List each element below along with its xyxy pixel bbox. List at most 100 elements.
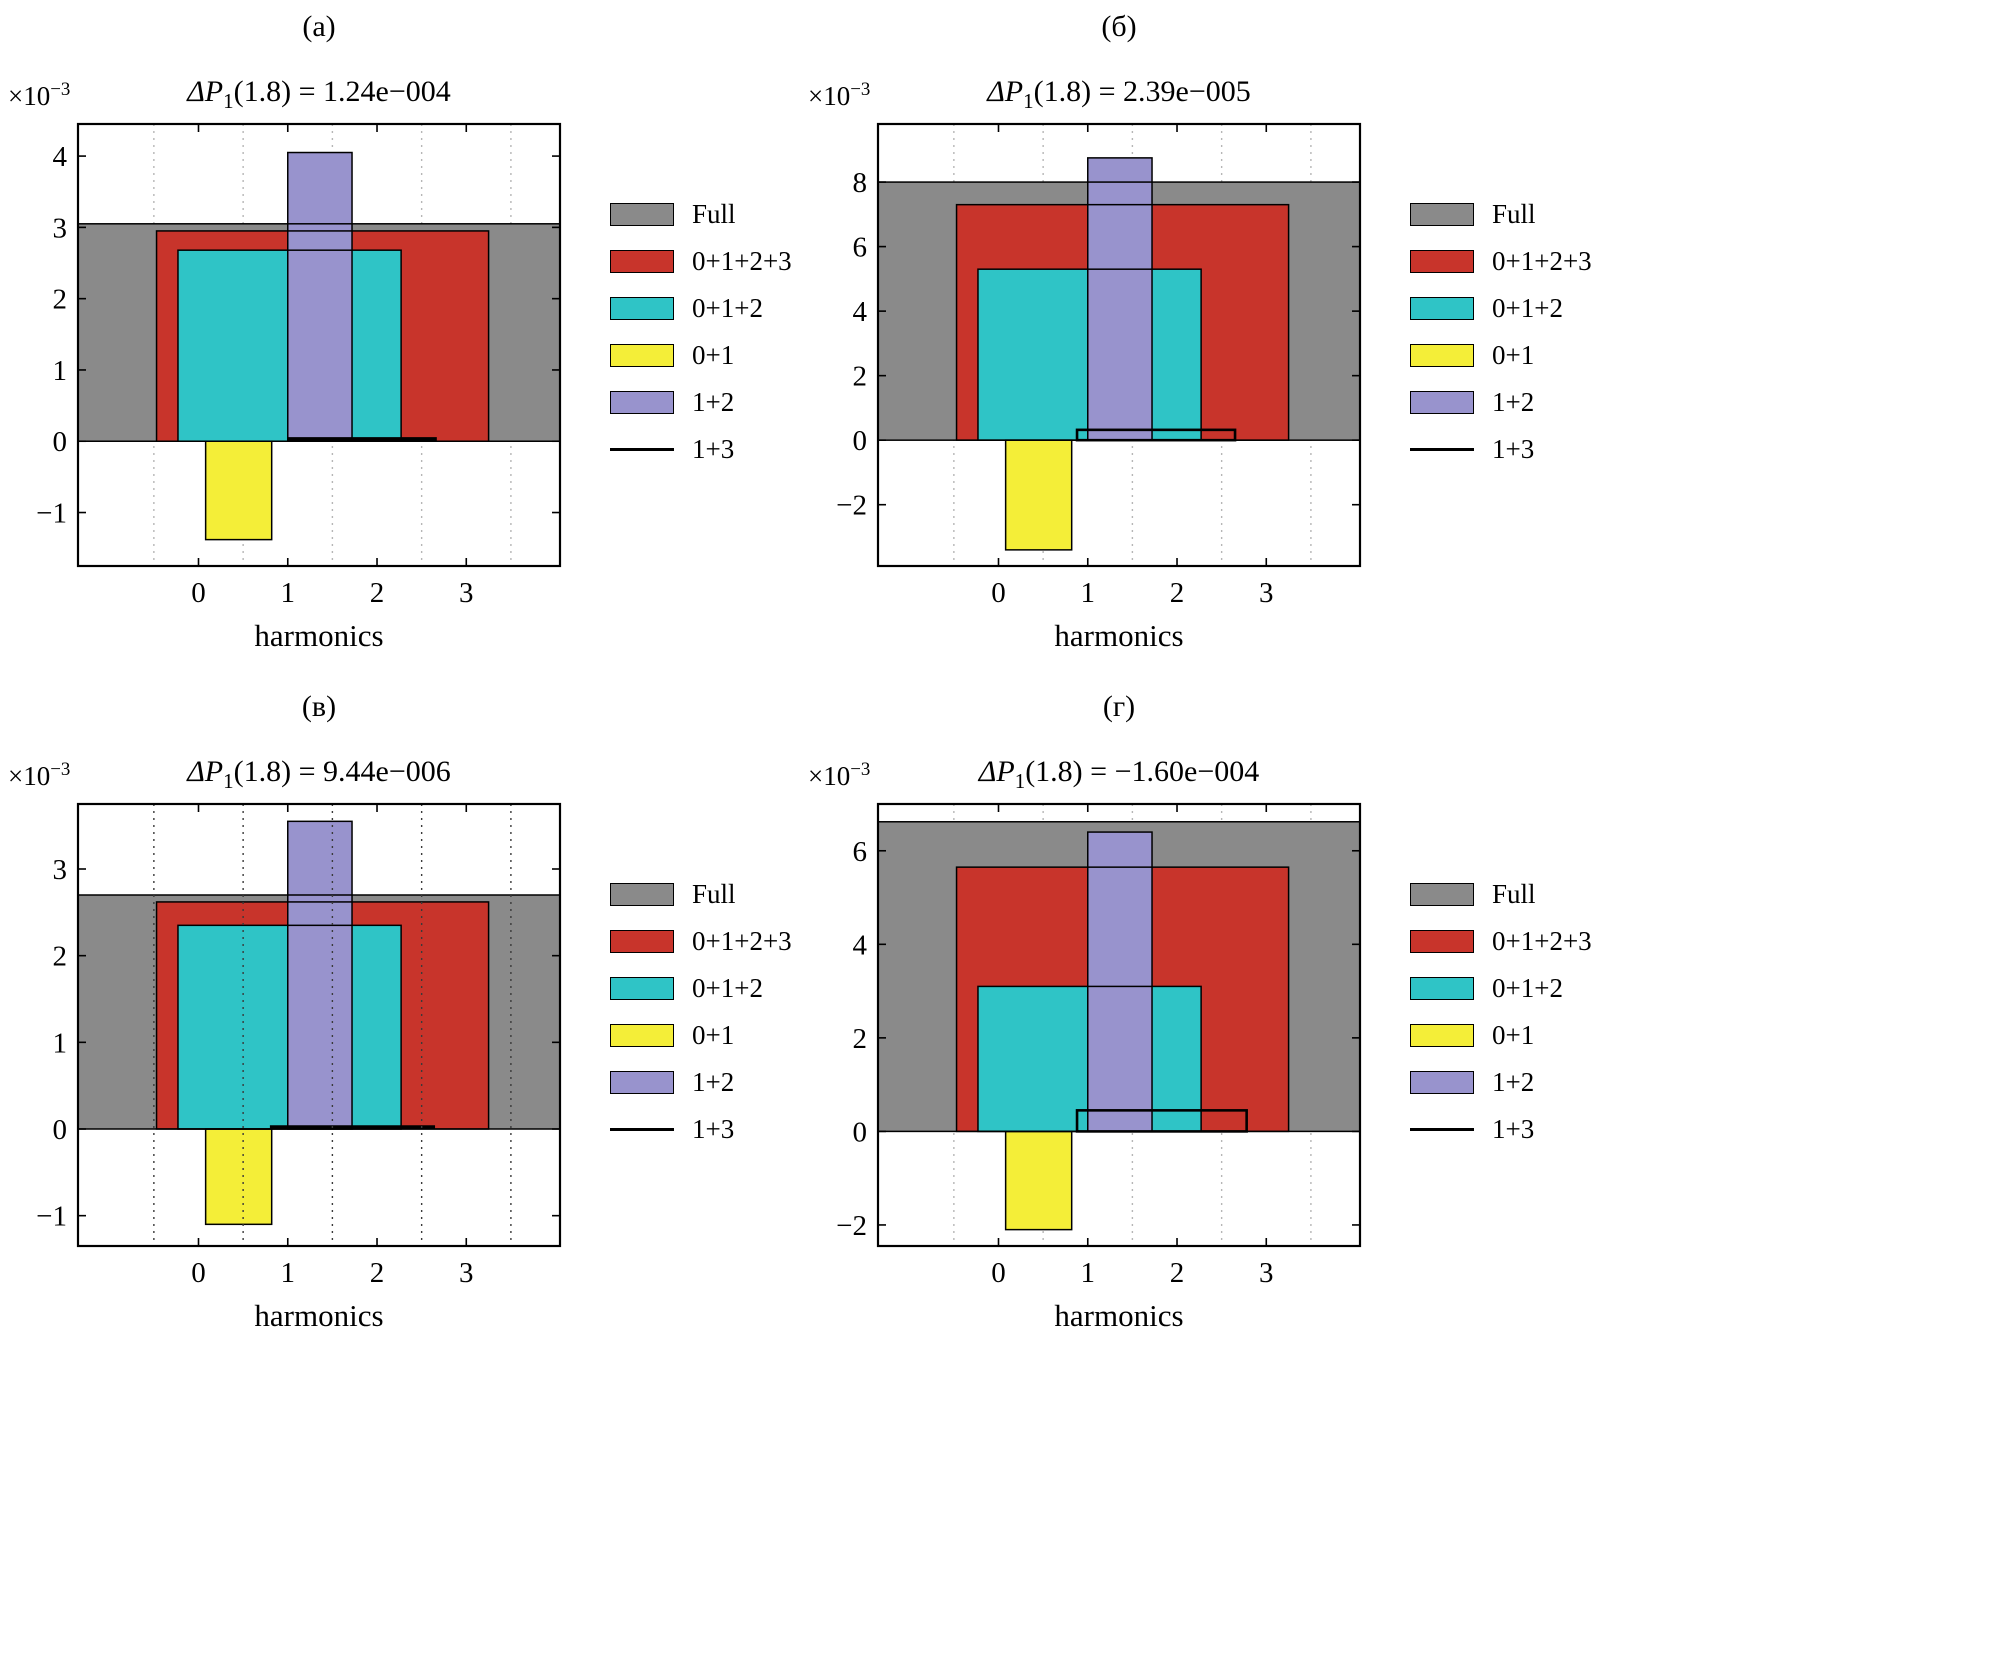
- legend-color-swatch: [610, 1071, 674, 1094]
- legend-label: 0+1+2: [692, 293, 763, 323]
- bar-1+2: [1087, 157, 1153, 441]
- legend-line-mark: [610, 1128, 674, 1131]
- title-symbol: ΔP: [978, 755, 1015, 788]
- y-tick-label: 2: [853, 1023, 868, 1055]
- legend-item: 0+1+2+3: [1410, 926, 1592, 957]
- legend-color-swatch: [610, 977, 674, 1000]
- y-tick-label: 3: [53, 854, 68, 886]
- title-symbol: ΔP: [187, 75, 224, 108]
- title-value: (1.8) = −1.60e−004: [1025, 755, 1260, 788]
- y-tick-label: 4: [53, 141, 68, 173]
- chart-b: 0 1 2 3 8 6 4 2 0 −2: [836, 122, 1362, 609]
- legend-label: 0+1: [1492, 1020, 1535, 1050]
- title-subscript: 1: [1023, 89, 1034, 113]
- legend-color-swatch: [1410, 344, 1474, 367]
- legend-color-swatch: [1410, 977, 1474, 1000]
- title-value: (1.8) = 9.44e−006: [233, 755, 451, 788]
- legend-label: 0+1+2+3: [1492, 926, 1592, 956]
- legend-item: 0+1+2: [610, 293, 792, 324]
- legend-item: Full: [1410, 199, 1592, 230]
- y-tick-label: 6: [853, 232, 868, 264]
- x-axis-label: harmonics: [1054, 618, 1184, 653]
- legend-label: 0+1+2+3: [1492, 246, 1592, 276]
- legend-color-swatch: [610, 930, 674, 953]
- legend-item: Full: [1410, 879, 1592, 910]
- x-tick-label: 1: [281, 577, 296, 609]
- legend-color-swatch: [610, 203, 674, 226]
- legend-label: 1+2: [692, 387, 735, 417]
- legend-label: 1+3: [692, 434, 735, 464]
- panel-label-g: (г): [1102, 690, 1136, 723]
- y-tick-label: 8: [853, 167, 868, 199]
- legend-color-swatch: [610, 297, 674, 320]
- legend-item: 0+1+2+3: [610, 926, 792, 957]
- bar-0+1: [205, 441, 272, 540]
- x-tick-label: 0: [191, 1257, 206, 1289]
- y-scale-label: ×10−3: [808, 759, 870, 792]
- legend-label: Full: [692, 199, 736, 229]
- bar-0+1: [1005, 1131, 1072, 1230]
- legend-item: 1+2: [610, 387, 792, 418]
- x-axis-label: harmonics: [1054, 1298, 1184, 1333]
- y-tick-label: 6: [853, 836, 868, 868]
- legend-label: Full: [692, 879, 736, 909]
- legend-label: 0+1+2: [1492, 293, 1563, 323]
- bar-outline-0+1: [204, 440, 273, 541]
- legend-label: 1+2: [692, 1067, 735, 1097]
- box-1+3: [1075, 428, 1237, 442]
- legend-color-swatch: [1410, 391, 1474, 414]
- legend-item: 1+2: [610, 1067, 792, 1098]
- legend: Full 0+1+2+3 0+1+2 0+1 1+2 1+3: [610, 879, 792, 1145]
- x-tick-label: 0: [991, 577, 1006, 609]
- x-axis-label: harmonics: [254, 1298, 384, 1333]
- legend-label: 1+2: [1492, 387, 1535, 417]
- legend-item: 0+1: [610, 340, 792, 371]
- y-scale-base: ×10: [808, 761, 851, 791]
- y-scale-exponent: −3: [50, 79, 71, 100]
- x-tick-label: 3: [1259, 1257, 1274, 1289]
- bar-0+1: [205, 1129, 272, 1225]
- y-scale-exponent: −3: [50, 759, 71, 780]
- legend-label: 0+1+2+3: [692, 246, 792, 276]
- legend-color-swatch: [1410, 203, 1474, 226]
- legend-item: 0+1+2: [1410, 293, 1592, 324]
- legend-item: 0+1+2: [610, 973, 792, 1004]
- legend-color-swatch: [1410, 250, 1474, 273]
- panel-label-a: (а): [302, 10, 336, 43]
- title-row-b: ×10−3 ΔP1(1.8) = 2.39e−005: [806, 68, 1366, 116]
- legend-item: 0+1+2+3: [1410, 246, 1592, 277]
- legend: Full 0+1+2+3 0+1+2 0+1 1+2 1+3: [1410, 199, 1592, 465]
- legend-item: 1+3: [1410, 434, 1592, 465]
- x-tick-label: 3: [459, 1257, 474, 1289]
- legend-label: 1+3: [1492, 1114, 1535, 1144]
- y-tick-label: 1: [53, 1027, 68, 1059]
- bar-outline-0+1: [1004, 439, 1073, 551]
- legend-label: 0+1+2: [692, 973, 763, 1003]
- legend-item: Full: [610, 879, 792, 910]
- plot-column-v: (в) ×10−3 ΔP1(1.8) = 9.44e−006 0 1 2 3 3 2 1 0−…: [6, 690, 566, 1334]
- x-axis-label: harmonics: [254, 618, 384, 653]
- y-scale-exponent: −3: [850, 759, 871, 780]
- plot-title: ΔP1(1.8) = 2.39e−005: [878, 75, 1360, 114]
- legend-label: 0+1: [692, 340, 735, 370]
- legend-item: 0+1+2: [1410, 973, 1592, 1004]
- x-tick-label: 0: [991, 1257, 1006, 1289]
- title-symbol: ΔP: [987, 75, 1024, 108]
- bar-outline-0+1: [1004, 1130, 1073, 1231]
- y-scale-base: ×10: [8, 81, 51, 111]
- legend-label: 1+3: [692, 1114, 735, 1144]
- y-tick-label: −1: [36, 498, 67, 530]
- legend-item: 0+1: [610, 1020, 792, 1051]
- legend-label: Full: [1492, 199, 1536, 229]
- legend-item: 1+3: [610, 1114, 792, 1145]
- panel-label-v: (в): [301, 690, 337, 723]
- y-tick-label: 2: [853, 361, 868, 393]
- plot-title: ΔP1(1.8) = 1.24e−004: [78, 75, 560, 114]
- chart-v: 0 1 2 3 3 2 1 0 −1: [36, 802, 562, 1289]
- y-tick-label: −1: [36, 1201, 67, 1233]
- legend-color-swatch: [610, 344, 674, 367]
- y-tick-label: 0: [853, 425, 868, 457]
- legend-item: 0+1+2+3: [610, 246, 792, 277]
- bar-outline-1+2: [287, 151, 353, 442]
